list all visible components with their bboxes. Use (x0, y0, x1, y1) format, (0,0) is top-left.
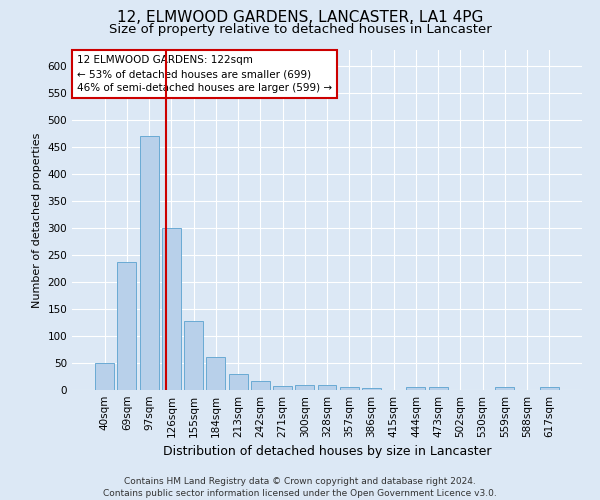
Bar (362, 388, 381, 390)
Bar (251, 381, 270, 390)
Bar (206, 356, 225, 390)
Text: 12 ELMWOOD GARDENS: 122sqm
← 53% of detached houses are smaller (699)
46% of sem: 12 ELMWOOD GARDENS: 122sqm ← 53% of deta… (77, 55, 332, 93)
Bar (95, 363, 114, 390)
Text: Size of property relative to detached houses in Lancaster: Size of property relative to detached ho… (109, 22, 491, 36)
Bar (229, 374, 248, 390)
Bar (429, 388, 448, 390)
Bar (317, 384, 337, 390)
Bar (118, 262, 136, 390)
Text: 12, ELMWOOD GARDENS, LANCASTER, LA1 4PG: 12, ELMWOOD GARDENS, LANCASTER, LA1 4PG (117, 10, 483, 25)
Bar (162, 228, 181, 390)
Bar (340, 387, 359, 390)
Bar (540, 388, 559, 390)
Bar (140, 136, 158, 390)
X-axis label: Distribution of detached houses by size in Lancaster: Distribution of detached houses by size … (163, 446, 491, 458)
Y-axis label: Number of detached properties: Number of detached properties (32, 132, 42, 308)
Bar (273, 386, 292, 390)
Bar (496, 388, 514, 390)
Bar (406, 388, 425, 390)
Text: Contains HM Land Registry data © Crown copyright and database right 2024.
Contai: Contains HM Land Registry data © Crown c… (103, 476, 497, 498)
Bar (295, 384, 314, 390)
Bar (184, 321, 203, 390)
